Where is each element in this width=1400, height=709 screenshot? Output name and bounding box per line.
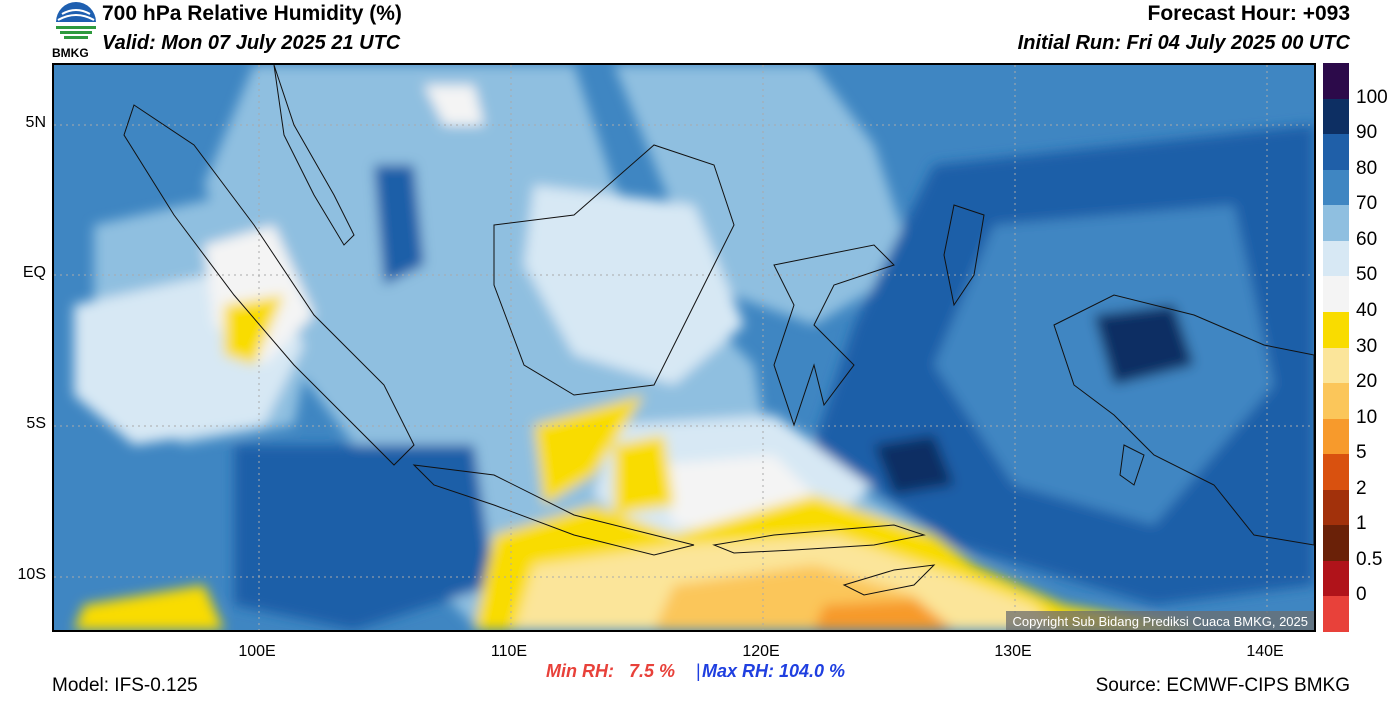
y-tick-10s: 10S (17, 566, 46, 583)
logo-text: BMKG (52, 46, 89, 60)
colorbar-swatch (1323, 454, 1349, 490)
y-tick-5n: 5N (25, 114, 46, 131)
colorbar-swatch (1323, 418, 1349, 455)
colorbar-label: 40 (1356, 299, 1378, 321)
colorbar-swatch (1323, 596, 1349, 632)
colorbar-label: 90 (1356, 122, 1378, 144)
x-tick-100e: 100E (238, 643, 276, 660)
colorbar-label: 50 (1356, 264, 1378, 286)
x-tick-140e: 140E (1246, 643, 1284, 660)
colorbar-swatch (1323, 383, 1349, 419)
colorbar (1323, 63, 1349, 632)
source-label: Source: ECMWF-CIPS BMKG (1095, 675, 1350, 696)
colorbar-swatch (1323, 276, 1349, 312)
colorbar-label: 30 (1356, 335, 1378, 357)
stats-separator: | (696, 661, 701, 681)
valid-time: Valid: Mon 07 July 2025 21 UTC (102, 32, 401, 54)
x-tick-110e: 110E (490, 643, 528, 660)
colorbar-swatch (1323, 98, 1349, 135)
colorbar-label: 20 (1356, 371, 1378, 393)
map-title: 700 hPa Relative Humidity (%) (102, 2, 402, 25)
colorbar-label: 80 (1356, 157, 1378, 179)
colorbar-swatch (1323, 560, 1349, 597)
x-tick-130e: 130E (994, 643, 1032, 660)
colorbar-swatch (1323, 169, 1349, 206)
bmkg-logo (52, 0, 100, 60)
colorbar-swatch (1323, 525, 1349, 561)
max-rh: Max RH: 104.0 % (702, 661, 846, 681)
colorbar-label: 5 (1356, 442, 1367, 464)
colorbar-swatch (1323, 347, 1349, 384)
initial-run: Initial Run: Fri 04 July 2025 00 UTC (1017, 32, 1350, 54)
x-tick-120e: 120E (742, 643, 780, 660)
humidity-map: Copyright Sub Bidang Prediksi Cuaca BMKG… (52, 63, 1316, 632)
copyright-notice: Copyright Sub Bidang Prediksi Cuaca BMKG… (1006, 611, 1314, 630)
colorbar-swatch (1323, 134, 1349, 170)
colorbar-swatch (1323, 205, 1349, 241)
forecast-hour: Forecast Hour: +093 (1147, 2, 1351, 25)
colorbar-label: 0.5 (1356, 548, 1383, 570)
colorbar-label: 70 (1356, 193, 1378, 215)
colorbar-label: 1 (1356, 513, 1367, 535)
colorbar-label: 10 (1356, 406, 1378, 428)
min-rh: Min RH: 7.5 % (546, 661, 676, 681)
colorbar-swatch (1323, 311, 1349, 348)
y-tick-eq: EQ (22, 264, 46, 281)
y-tick-5s: 5S (26, 415, 46, 432)
model-label: Model: IFS-0.125 (52, 675, 198, 696)
colorbar-label: 60 (1356, 228, 1378, 250)
colorbar-swatch (1323, 489, 1349, 526)
colorbar-label: 0 (1356, 584, 1367, 606)
colorbar-swatch (1323, 63, 1349, 99)
colorbar-label: 100 (1356, 86, 1388, 108)
colorbar-swatch (1323, 240, 1349, 277)
colorbar-label: 2 (1356, 477, 1367, 499)
